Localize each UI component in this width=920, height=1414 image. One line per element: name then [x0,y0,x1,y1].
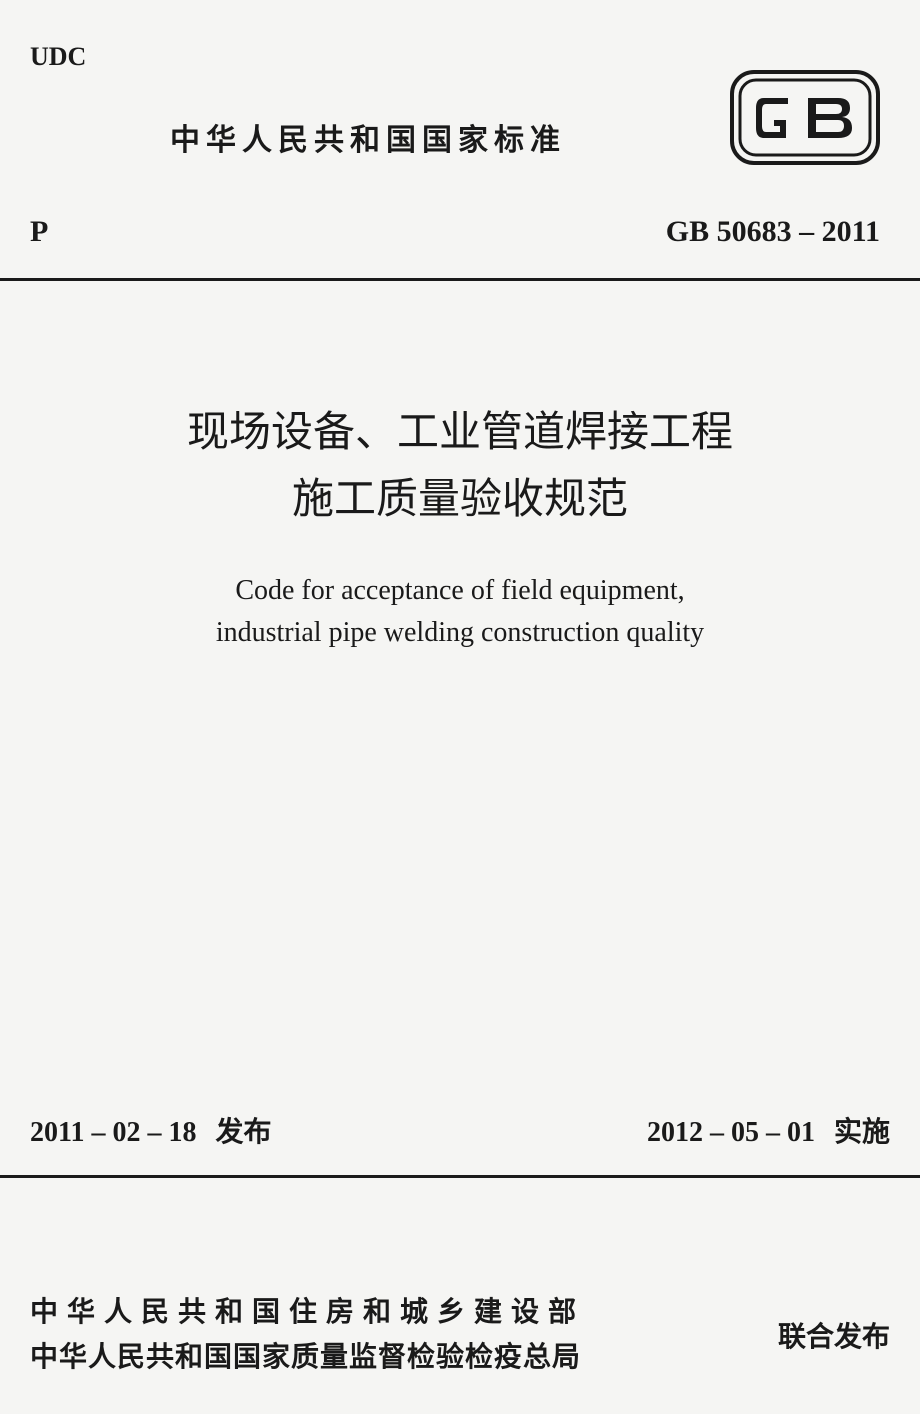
publishers-block: 中华人民共和国住房和城乡建设部 中华人民共和国国家质量监督检验检疫总局 联合发布 [30,1290,890,1380]
issue-label: 发布 [215,1116,271,1147]
divider-top [0,278,920,281]
divider-bottom [0,1175,920,1178]
udc-label: UDC [30,42,86,72]
header-row: 中华人民共和国国家标准 [0,115,920,159]
p-category-label: P [30,215,48,249]
national-standard-label: 中华人民共和国国家标准 [170,115,566,159]
publisher-line1: 中华人民共和国住房和城乡建设部 [30,1290,585,1335]
publisher-agencies: 中华人民共和国住房和城乡建设部 中华人民共和国国家质量监督检验检疫总局 [30,1290,585,1380]
effective-label: 实施 [834,1116,890,1147]
title-chinese: 现场设备、工业管道焊接工程 施工质量验收规范 [0,400,920,534]
effective-date-block: 2012 – 05 – 01 实施 [647,1110,890,1150]
issue-date: 2011 – 02 – 18 [30,1117,196,1148]
title-en-line1: Code for acceptance of field equipment, [0,570,920,612]
effective-date: 2012 – 05 – 01 [647,1117,815,1148]
title-cn-line2: 施工质量验收规范 [0,467,920,534]
joint-publish-label: 联合发布 [778,1315,890,1355]
title-cn-line1: 现场设备、工业管道焊接工程 [0,400,920,467]
issue-date-block: 2011 – 02 – 18 发布 [30,1110,271,1150]
dates-row: 2011 – 02 – 18 发布 2012 – 05 – 01 实施 [0,1110,920,1150]
document-page: UDC 中华人民共和国国家标准 P GB 50683 – 2011 现场设备、工… [0,0,920,1414]
title-en-line2: industrial pipe welding construction qua… [0,612,920,654]
title-english: Code for acceptance of field equipment, … [0,570,920,654]
standard-code: GB 50683 – 2011 [666,215,880,249]
publisher-line2: 中华人民共和国国家质量监督检验检疫总局 [30,1335,585,1380]
